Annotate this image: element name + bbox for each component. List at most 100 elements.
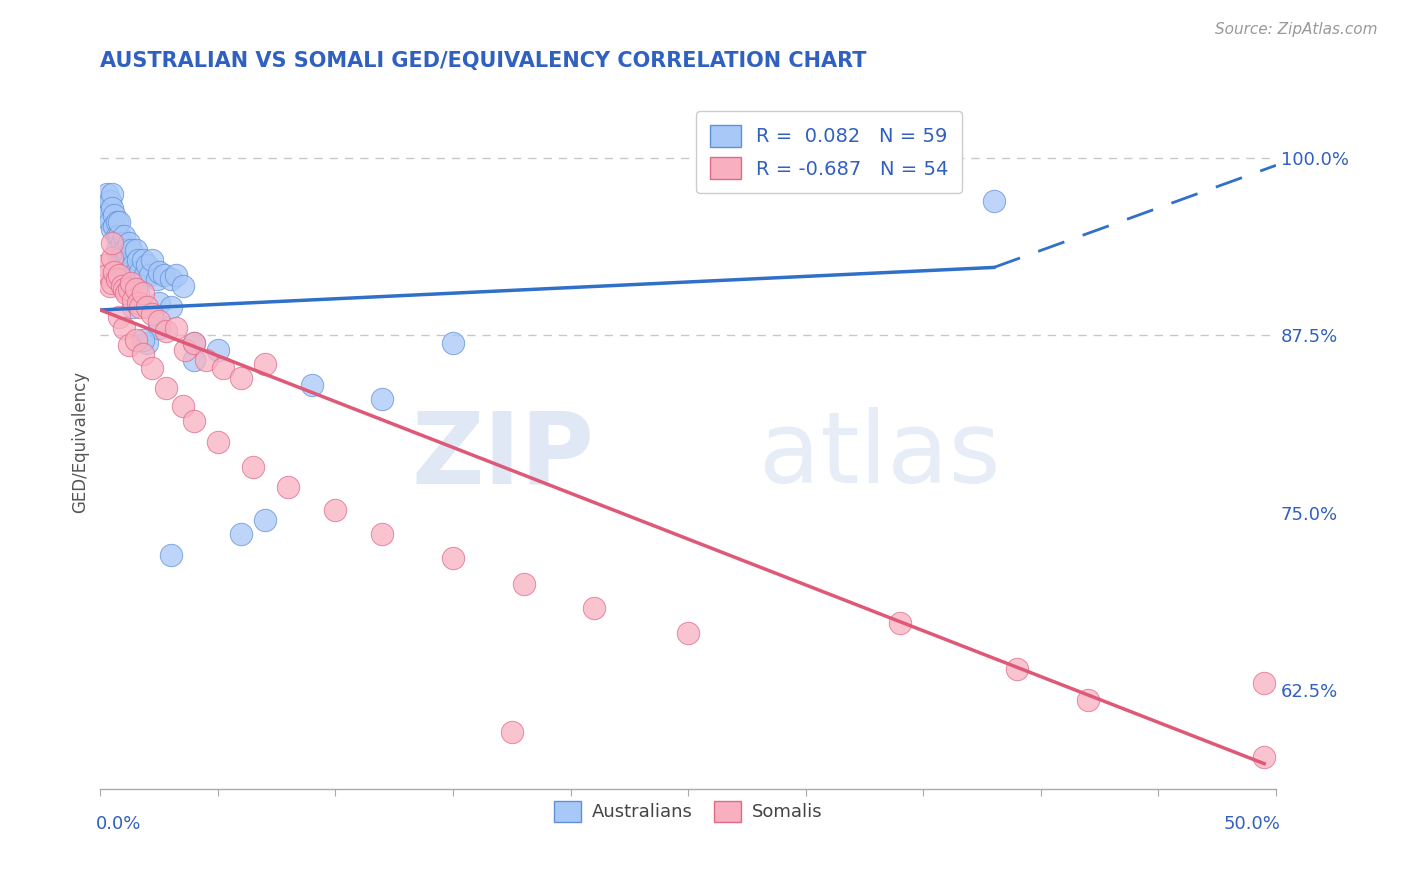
Point — [131, 285, 153, 300]
Text: ZIP: ZIP — [411, 408, 595, 504]
Point — [101, 276, 124, 290]
Point — [115, 285, 138, 300]
Point — [155, 381, 177, 395]
Text: 50.0%: 50.0% — [1223, 814, 1281, 833]
Point — [136, 258, 159, 272]
Point — [120, 265, 142, 279]
Point — [127, 296, 149, 310]
Point — [141, 253, 163, 268]
Point — [148, 321, 170, 335]
Point — [108, 229, 131, 244]
Point — [160, 548, 183, 562]
Point — [242, 460, 264, 475]
Point — [112, 321, 135, 335]
Point — [112, 282, 135, 296]
Point — [131, 347, 153, 361]
Point — [165, 268, 187, 282]
Point — [108, 268, 131, 282]
Point — [676, 626, 699, 640]
Point — [131, 333, 153, 347]
Point — [1077, 693, 1099, 707]
Point — [103, 265, 125, 279]
Text: Source: ZipAtlas.com: Source: ZipAtlas.com — [1215, 22, 1378, 37]
Point — [117, 236, 139, 251]
Point — [115, 265, 138, 279]
Point — [207, 343, 229, 357]
Point — [136, 335, 159, 350]
Legend: Australians, Somalis: Australians, Somalis — [547, 794, 830, 829]
Point — [583, 600, 606, 615]
Point — [124, 244, 146, 258]
Point — [183, 413, 205, 427]
Point — [98, 278, 121, 293]
Point — [141, 361, 163, 376]
Point — [441, 335, 464, 350]
Point — [889, 616, 911, 631]
Point — [136, 300, 159, 314]
Point — [110, 278, 132, 293]
Point — [108, 310, 131, 324]
Point — [101, 222, 124, 236]
Point — [124, 265, 146, 279]
Point — [127, 253, 149, 268]
Point — [172, 400, 194, 414]
Text: AUSTRALIAN VS SOMALI GED/EQUIVALENCY CORRELATION CHART: AUSTRALIAN VS SOMALI GED/EQUIVALENCY COR… — [100, 51, 868, 70]
Point — [207, 434, 229, 449]
Point — [141, 307, 163, 321]
Point — [122, 293, 145, 307]
Point — [108, 251, 131, 265]
Point — [96, 208, 118, 222]
Point — [101, 201, 124, 215]
Point — [110, 236, 132, 251]
Point — [129, 300, 152, 314]
Point — [253, 513, 276, 527]
Point — [134, 268, 156, 282]
Point — [115, 244, 138, 258]
Point — [120, 276, 142, 290]
Point — [105, 215, 128, 229]
Point — [512, 576, 534, 591]
Point — [231, 527, 253, 541]
Point — [183, 352, 205, 367]
Point — [105, 272, 128, 286]
Point — [122, 258, 145, 272]
Point — [1007, 662, 1029, 676]
Point — [131, 253, 153, 268]
Point — [371, 392, 394, 407]
Point — [138, 268, 160, 282]
Point — [105, 229, 128, 244]
Point — [103, 219, 125, 234]
Point — [124, 333, 146, 347]
Point — [96, 268, 118, 282]
Text: atlas: atlas — [759, 408, 1000, 504]
Point — [195, 352, 218, 367]
Point — [122, 300, 145, 314]
Point — [160, 272, 183, 286]
Point — [96, 186, 118, 201]
Point — [1253, 749, 1275, 764]
Point — [165, 321, 187, 335]
Point — [160, 300, 183, 314]
Point — [112, 229, 135, 244]
Point — [101, 186, 124, 201]
Point — [174, 343, 197, 357]
Point — [148, 296, 170, 310]
Point — [155, 324, 177, 338]
Point — [94, 258, 117, 272]
Point — [1253, 676, 1275, 690]
Y-axis label: GED/Equivalency: GED/Equivalency — [72, 371, 89, 513]
Point — [148, 265, 170, 279]
Point — [108, 215, 131, 229]
Point — [120, 244, 142, 258]
Point — [146, 272, 169, 286]
Point — [231, 371, 253, 385]
Point — [183, 335, 205, 350]
Point — [301, 378, 323, 392]
Point — [371, 527, 394, 541]
Point — [117, 338, 139, 352]
Point — [183, 335, 205, 350]
Point — [105, 244, 128, 258]
Point — [110, 251, 132, 265]
Point — [127, 285, 149, 300]
Point — [94, 201, 117, 215]
